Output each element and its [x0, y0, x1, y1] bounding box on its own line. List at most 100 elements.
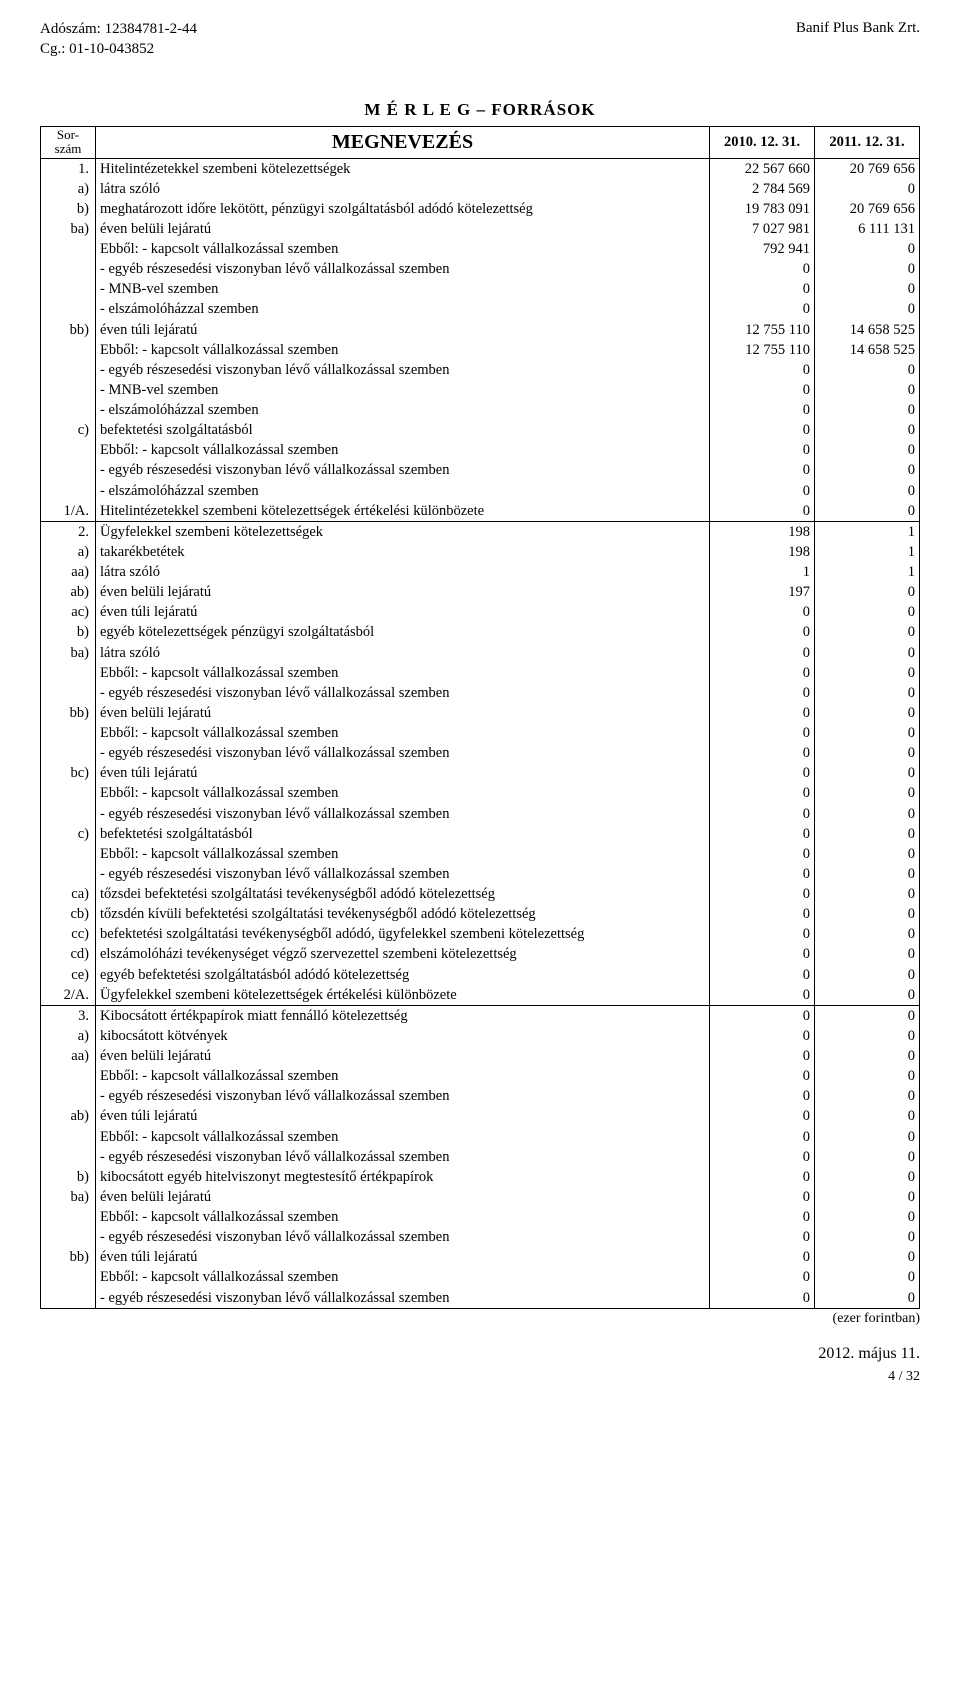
table-row: bb)éven túli lejáratú00 — [41, 1247, 920, 1267]
row-value-year2: 6 111 131 — [815, 219, 920, 239]
tax-number: Adószám: 12384781-2-44 — [40, 20, 197, 40]
row-value-year2: 0 — [815, 259, 920, 279]
col-megnevezes: MEGNEVEZÉS — [96, 127, 710, 159]
row-name: éven túli lejáratú — [96, 1106, 710, 1126]
row-number: ba) — [41, 219, 96, 239]
row-value-year2: 0 — [815, 1046, 920, 1066]
row-value-year2: 0 — [815, 723, 920, 743]
row-value-year1: 0 — [710, 259, 815, 279]
row-value-year2: 0 — [815, 743, 920, 763]
row-value-year2: 0 — [815, 1247, 920, 1267]
row-name: Ebből: - kapcsolt vállalkozással szemben — [96, 844, 710, 864]
row-value-year1: 0 — [710, 723, 815, 743]
row-value-year1: 7 027 981 — [710, 219, 815, 239]
row-value-year1: 0 — [710, 602, 815, 622]
table-row: b)meghatározott időre lekötött, pénzügyi… — [41, 199, 920, 219]
row-name: éven belüli lejáratú — [96, 703, 710, 723]
row-number — [41, 1288, 96, 1309]
row-number — [41, 1227, 96, 1247]
table-row: ba)éven belüli lejáratú00 — [41, 1187, 920, 1207]
table-row: cc)befektetési szolgáltatási tevékenység… — [41, 924, 920, 944]
row-value-year2: 0 — [815, 844, 920, 864]
table-row: a)látra szóló2 784 5690 — [41, 179, 920, 199]
row-number — [41, 460, 96, 480]
row-value-year2: 1 — [815, 562, 920, 582]
row-number: 1/A. — [41, 501, 96, 522]
row-name: éven belüli lejáratú — [96, 219, 710, 239]
row-name: befektetési szolgáltatásból — [96, 824, 710, 844]
row-number: bc) — [41, 763, 96, 783]
row-value-year2: 0 — [815, 763, 920, 783]
row-number: 3. — [41, 1005, 96, 1026]
row-name: Ebből: - kapcsolt vállalkozással szemben — [96, 663, 710, 683]
table-row: Ebből: - kapcsolt vállalkozással szemben… — [41, 1066, 920, 1086]
table-row: Ebből: - kapcsolt vállalkozással szemben… — [41, 239, 920, 259]
row-value-year2: 0 — [815, 481, 920, 501]
row-value-year1: 0 — [710, 643, 815, 663]
row-name: éven túli lejáratú — [96, 602, 710, 622]
row-name: éven belüli lejáratú — [96, 1187, 710, 1207]
table-row: - elszámolóházzal szemben00 — [41, 299, 920, 319]
row-value-year2: 0 — [815, 420, 920, 440]
balance-table: Sor-szám MEGNEVEZÉS 2010. 12. 31. 2011. … — [40, 126, 920, 1309]
table-row: - egyéb részesedési viszonyban lévő váll… — [41, 1147, 920, 1167]
row-value-year1: 0 — [710, 844, 815, 864]
table-row: Ebből: - kapcsolt vállalkozással szemben… — [41, 1267, 920, 1287]
row-number: bb) — [41, 1247, 96, 1267]
row-value-year2: 0 — [815, 1066, 920, 1086]
row-number: bb) — [41, 320, 96, 340]
row-value-year1: 0 — [710, 965, 815, 985]
table-row: Ebből: - kapcsolt vállalkozással szemben… — [41, 440, 920, 460]
row-value-year1: 0 — [710, 1066, 815, 1086]
table-row: - MNB-vel szemben00 — [41, 279, 920, 299]
row-name: befektetési szolgáltatási tevékenységből… — [96, 924, 710, 944]
row-value-year2: 0 — [815, 360, 920, 380]
row-number: c) — [41, 420, 96, 440]
row-number — [41, 683, 96, 703]
row-value-year1: 0 — [710, 1127, 815, 1147]
row-value-year1: 198 — [710, 521, 815, 542]
row-value-year1: 198 — [710, 542, 815, 562]
row-number — [41, 259, 96, 279]
row-value-year2: 0 — [815, 965, 920, 985]
row-value-year2: 14 658 525 — [815, 320, 920, 340]
row-number: b) — [41, 1167, 96, 1187]
row-number — [41, 1086, 96, 1106]
row-name: - egyéb részesedési viszonyban lévő váll… — [96, 1147, 710, 1167]
row-number — [41, 1066, 96, 1086]
table-row: Ebből: - kapcsolt vállalkozással szemben… — [41, 783, 920, 803]
row-value-year2: 0 — [815, 622, 920, 642]
row-number — [41, 1207, 96, 1227]
table-row: 1/A.Hitelintézetekkel szembeni kötelezet… — [41, 501, 920, 522]
row-number — [41, 481, 96, 501]
row-number — [41, 360, 96, 380]
row-number — [41, 340, 96, 360]
table-row: - egyéb részesedési viszonyban lévő váll… — [41, 460, 920, 480]
row-name: - egyéb részesedési viszonyban lévő váll… — [96, 1227, 710, 1247]
row-value-year1: 0 — [710, 763, 815, 783]
row-name: Ebből: - kapcsolt vállalkozással szemben — [96, 239, 710, 259]
row-name: látra szóló — [96, 643, 710, 663]
row-value-year1: 0 — [710, 663, 815, 683]
row-name: éven belüli lejáratú — [96, 1046, 710, 1066]
row-number: ac) — [41, 602, 96, 622]
table-row: bc)éven túli lejáratú00 — [41, 763, 920, 783]
table-row: b)egyéb kötelezettségek pénzügyi szolgál… — [41, 622, 920, 642]
row-value-year2: 0 — [815, 602, 920, 622]
row-name: kibocsátott egyéb hitelviszonyt megteste… — [96, 1167, 710, 1187]
row-name: - egyéb részesedési viszonyban lévő váll… — [96, 683, 710, 703]
row-value-year1: 0 — [710, 783, 815, 803]
row-value-year1: 0 — [710, 1046, 815, 1066]
cg-number: Cg.: 01-10-043852 — [40, 40, 197, 60]
row-value-year2: 0 — [815, 864, 920, 884]
row-number — [41, 279, 96, 299]
row-value-year2: 0 — [815, 944, 920, 964]
row-value-year1: 2 784 569 — [710, 179, 815, 199]
row-value-year2: 0 — [815, 440, 920, 460]
row-value-year1: 0 — [710, 400, 815, 420]
row-value-year2: 0 — [815, 1187, 920, 1207]
row-number — [41, 804, 96, 824]
row-value-year2: 0 — [815, 1106, 920, 1126]
table-row: ac)éven túli lejáratú00 — [41, 602, 920, 622]
row-name: tőzsdén kívüli befektetési szolgáltatási… — [96, 904, 710, 924]
